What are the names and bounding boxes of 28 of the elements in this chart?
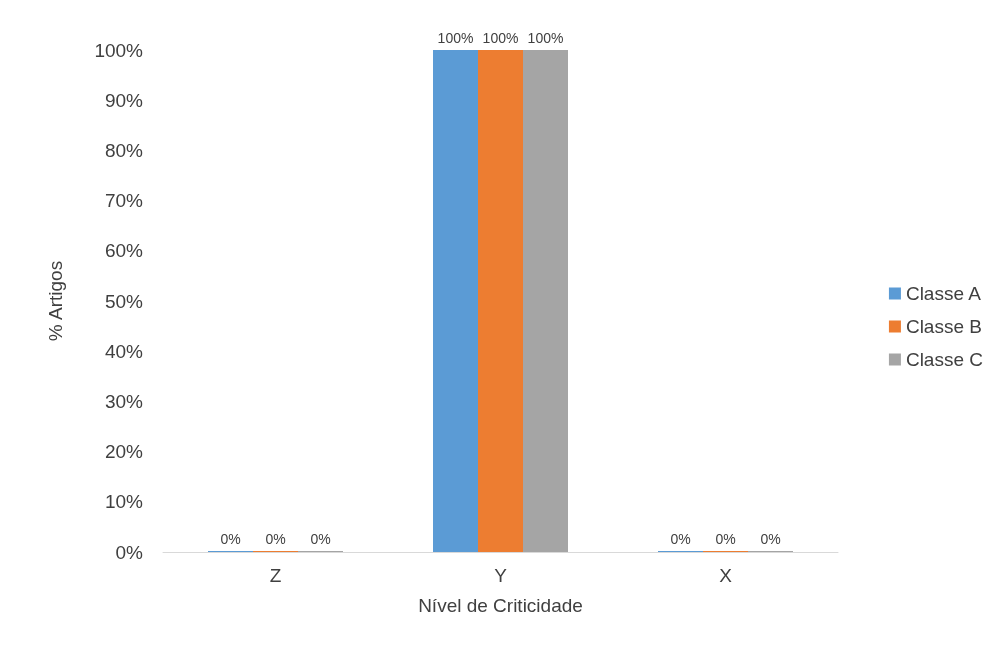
x-axis-title: Nível de Criticidade (418, 595, 583, 616)
y-tick-label: 90% (104, 89, 144, 111)
data-label: 0% (220, 531, 241, 547)
y-tick-label: 20% (104, 441, 144, 463)
y-tick-label: 50% (104, 290, 144, 312)
data-label: 100% (437, 30, 474, 46)
x-tick-label: X (719, 565, 733, 586)
y-axis-title: % Artigos (45, 260, 66, 342)
data-label: 0% (310, 531, 331, 547)
legend-label: Classe B (905, 316, 982, 337)
data-label: 0% (760, 531, 781, 547)
y-tick-label: 70% (104, 190, 144, 212)
data-label: 0% (715, 531, 736, 547)
legend-label: Classe C (905, 349, 983, 370)
data-label: 0% (265, 531, 286, 547)
y-tick-label: 10% (104, 491, 144, 513)
x-tick-label: Z (269, 565, 282, 586)
y-tick-label: 30% (104, 390, 144, 412)
x-tick-label: Y (494, 565, 508, 586)
data-label: 100% (482, 30, 519, 46)
y-tick-label: 100% (94, 39, 144, 61)
data-label: 0% (670, 531, 691, 547)
y-tick-label: 0% (115, 541, 144, 563)
y-tick-label: 80% (104, 139, 144, 161)
y-tick-label: 40% (104, 340, 144, 362)
data-label: 100% (527, 30, 564, 46)
y-tick-label: 60% (104, 240, 144, 262)
legend-label: Classe A (905, 283, 982, 304)
